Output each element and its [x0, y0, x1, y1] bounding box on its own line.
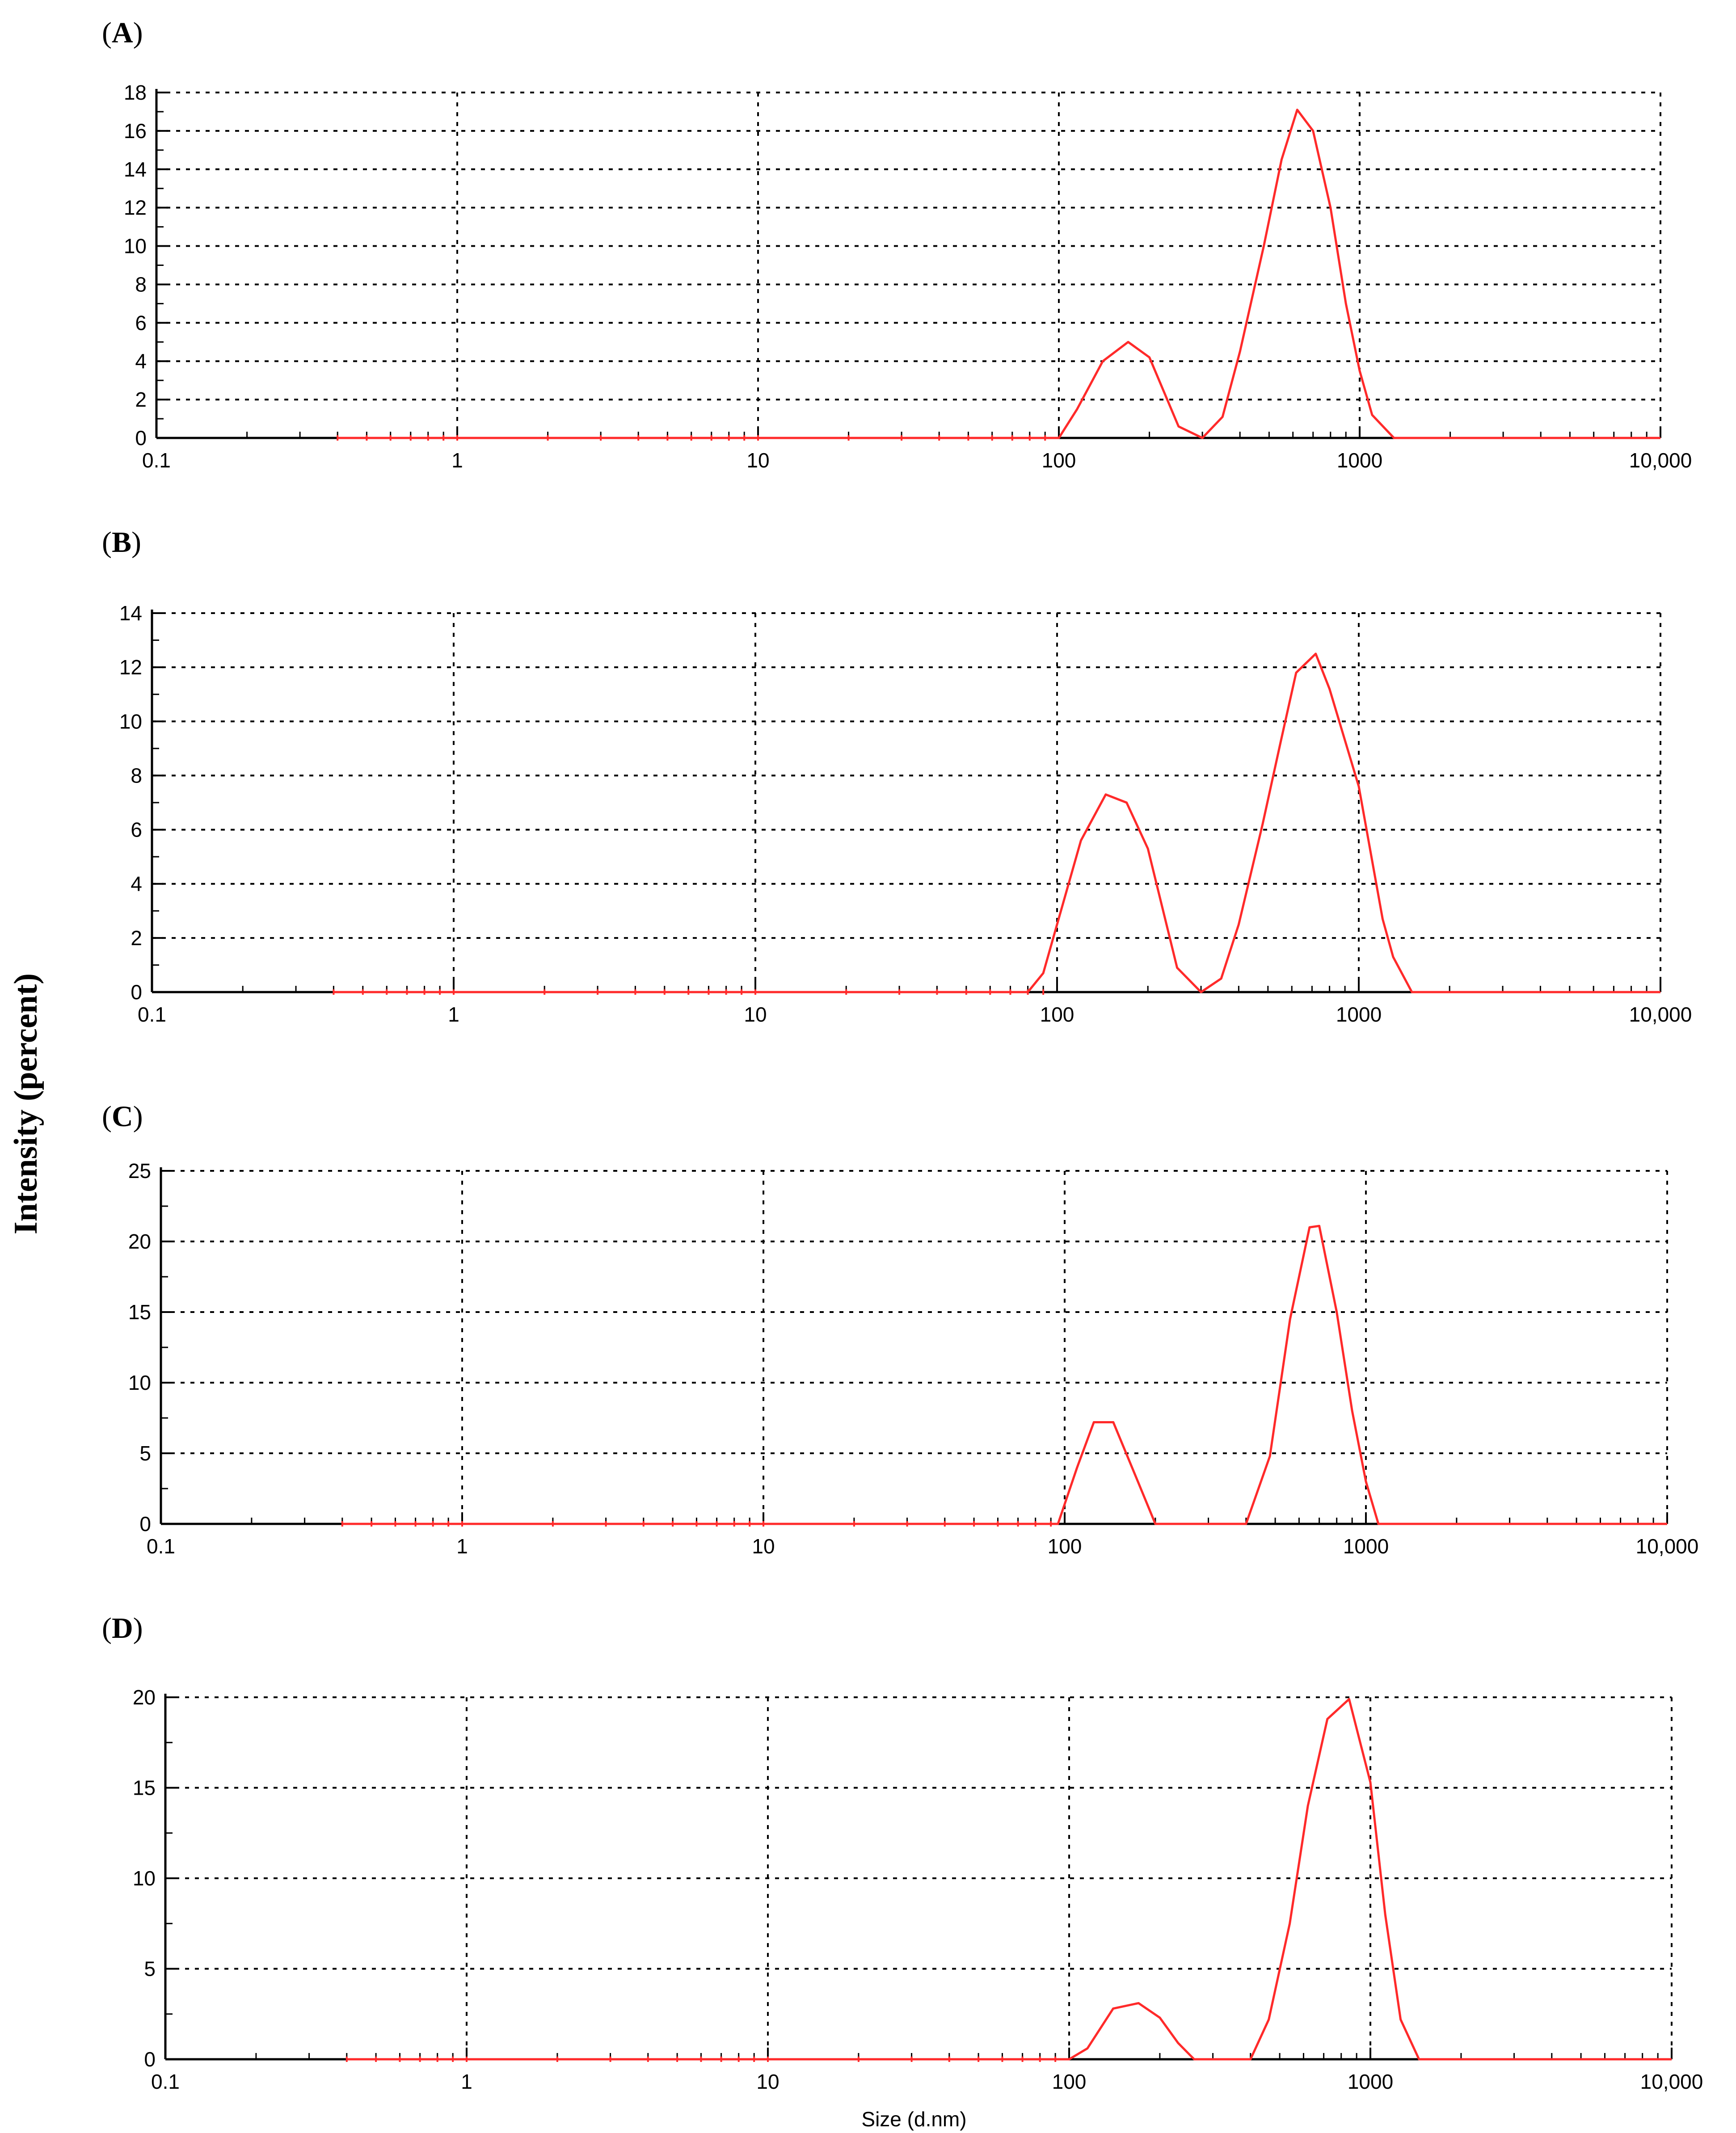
x-tick-label: 0.1: [138, 1003, 166, 1026]
y-tick-label: 6: [131, 818, 142, 841]
x-axis-label: Size (d.nm): [861, 2108, 966, 2131]
y-tick-label: 5: [144, 1957, 156, 1981]
y-tick-label: 4: [135, 349, 147, 373]
x-tick-label: 10,000: [1629, 449, 1692, 472]
x-tick-label: 1: [461, 2070, 472, 2093]
y-tick-label: 5: [139, 1442, 151, 1465]
panel-label: (A): [102, 17, 143, 49]
y-tick-label: 15: [133, 1776, 156, 1800]
y-tick-label: 15: [128, 1300, 151, 1324]
panel-a: (A) 0 2 4 6 8 10 12 14 16 18 0.1 1 10 100 1000 10,000: [102, 17, 1692, 472]
y-tick-label: 0: [139, 1512, 151, 1536]
y-tick-label: 10: [128, 1371, 151, 1394]
y-tick-label: 14: [124, 158, 147, 181]
x-tick-label: 1: [456, 1535, 468, 1558]
y-tick-label: 12: [119, 656, 142, 679]
x-tick-label: 100: [1042, 449, 1076, 472]
x-tick-label: 1000: [1343, 1535, 1389, 1558]
x-tick-label: 1000: [1337, 449, 1382, 472]
panel-b: (B) 0 2 4 6 8 10 12 14 0.1 1 10 100 1000 10,000: [102, 526, 1692, 1026]
x-tick-label: 1000: [1348, 2070, 1393, 2093]
panel-label: (B): [102, 526, 141, 559]
y-tick-label: 8: [131, 764, 142, 787]
x-tick-label: 10: [752, 1535, 775, 1558]
y-tick-label: 0: [131, 980, 142, 1004]
x-tick-label: 1000: [1336, 1003, 1382, 1026]
x-tick-label: 100: [1052, 2070, 1087, 2093]
y-tick-label: 14: [119, 602, 142, 625]
y-tick-label: 12: [124, 196, 147, 219]
y-tick-label: 16: [124, 119, 147, 143]
y-tick-label: 25: [128, 1159, 151, 1182]
y-tick-label: 20: [133, 1686, 156, 1709]
x-tick-label: 10: [744, 1003, 767, 1026]
x-tick-label: 10,000: [1629, 1003, 1692, 1026]
panel-d: (D) 0 5 10 15 20 0.1 1 10 100 1000 10,000: [102, 1612, 1703, 2093]
size-distribution-line: [333, 652, 1660, 993]
panel-label: (C): [102, 1100, 143, 1133]
size-distribution-line: [346, 1698, 1672, 2061]
x-tick-label: 100: [1040, 1003, 1074, 1026]
size-distribution-line: [337, 109, 1660, 439]
x-tick-label: 1: [448, 1003, 459, 1026]
x-tick-label: 0.1: [142, 449, 171, 472]
y-tick-label: 4: [131, 872, 142, 896]
y-axis-label: Intensity (percent): [8, 973, 44, 1234]
x-tick-label: 10: [756, 2070, 779, 2093]
y-tick-label: 10: [119, 710, 142, 733]
x-tick-label: 10,000: [1640, 2070, 1703, 2093]
x-tick-label: 0.1: [147, 1535, 175, 1558]
y-tick-label: 0: [135, 426, 147, 450]
y-tick-label: 10: [124, 235, 147, 258]
panel-label: (D): [102, 1612, 143, 1645]
panel-c: (C) 0 5 10 15 20 25 0.1 1 10 100 1000 10,000: [102, 1100, 1698, 1558]
x-tick-label: 1: [451, 449, 463, 472]
y-tick-label: 20: [128, 1230, 151, 1253]
y-tick-label: 2: [131, 926, 142, 950]
y-tick-label: 8: [135, 273, 147, 296]
x-tick-label: 10: [746, 449, 769, 472]
x-tick-label: 10,000: [1636, 1535, 1699, 1558]
y-tick-label: 18: [124, 81, 147, 104]
x-tick-label: 100: [1048, 1535, 1082, 1558]
y-tick-label: 10: [133, 1867, 156, 1890]
size-distribution-line: [342, 1224, 1667, 1525]
y-tick-label: 0: [144, 2048, 156, 2071]
y-tick-label: 6: [135, 311, 147, 334]
y-tick-label: 2: [135, 388, 147, 411]
x-tick-label: 0.1: [151, 2070, 180, 2093]
